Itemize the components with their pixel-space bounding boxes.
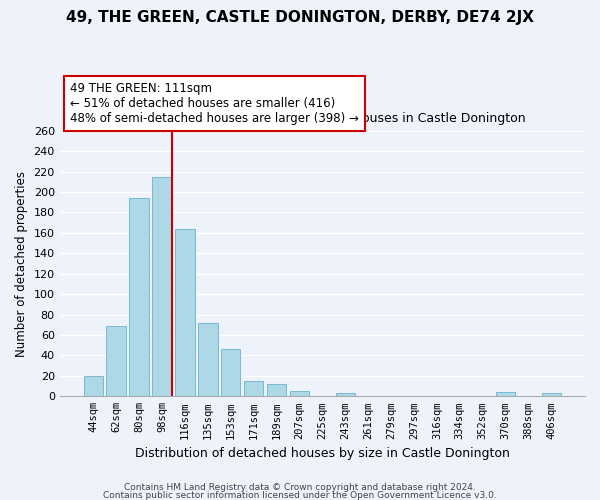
Text: Contains public sector information licensed under the Open Government Licence v3: Contains public sector information licen… bbox=[103, 491, 497, 500]
Bar bbox=[106, 326, 126, 396]
X-axis label: Distribution of detached houses by size in Castle Donington: Distribution of detached houses by size … bbox=[135, 447, 510, 460]
Bar bbox=[335, 393, 355, 396]
Bar bbox=[542, 393, 561, 396]
Bar bbox=[496, 392, 515, 396]
Text: 49 THE GREEN: 111sqm
← 51% of detached houses are smaller (416)
48% of semi-deta: 49 THE GREEN: 111sqm ← 51% of detached h… bbox=[70, 82, 359, 126]
Bar bbox=[267, 384, 286, 396]
Y-axis label: Number of detached properties: Number of detached properties bbox=[15, 170, 28, 356]
Bar bbox=[152, 176, 172, 396]
Bar bbox=[83, 376, 103, 396]
Title: Size of property relative to detached houses in Castle Donington: Size of property relative to detached ho… bbox=[119, 112, 525, 126]
Text: 49, THE GREEN, CASTLE DONINGTON, DERBY, DE74 2JX: 49, THE GREEN, CASTLE DONINGTON, DERBY, … bbox=[66, 10, 534, 25]
Bar bbox=[198, 323, 218, 396]
Bar bbox=[221, 350, 241, 397]
Bar bbox=[130, 198, 149, 396]
Text: Contains HM Land Registry data © Crown copyright and database right 2024.: Contains HM Land Registry data © Crown c… bbox=[124, 484, 476, 492]
Bar bbox=[244, 381, 263, 396]
Bar bbox=[175, 229, 194, 396]
Bar bbox=[290, 391, 309, 396]
